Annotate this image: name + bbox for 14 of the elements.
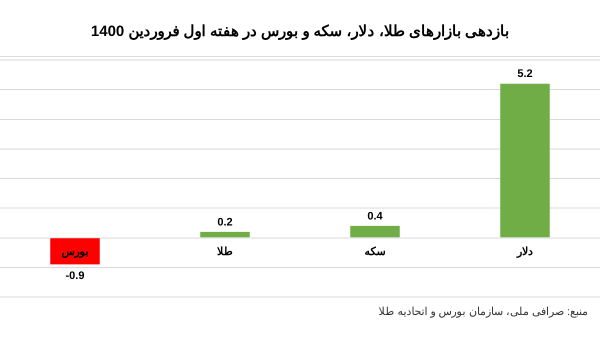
data-label: 0.2 [217, 216, 233, 228]
text: منبع: صرافی ملی، سازمان بورس و اتحادیه طلا [378, 305, 588, 318]
x-tick-label: سکه [364, 246, 386, 258]
data-label: 5.2 [517, 68, 533, 80]
x-tick-label: طلا [217, 246, 233, 258]
x-tick-label: دلار [516, 246, 533, 258]
data-label: 0.4 [367, 210, 384, 222]
bar [200, 232, 250, 238]
chart-title: بازدهی بازارهای طلا، دلار، سکه و بورس در هفته اول فروردین 1400 [90, 22, 510, 40]
bar [350, 226, 400, 238]
bar [50, 238, 100, 264]
data-label: -0.9 [66, 270, 84, 282]
x-tick-label: بورس [62, 246, 88, 258]
bar [500, 84, 550, 238]
